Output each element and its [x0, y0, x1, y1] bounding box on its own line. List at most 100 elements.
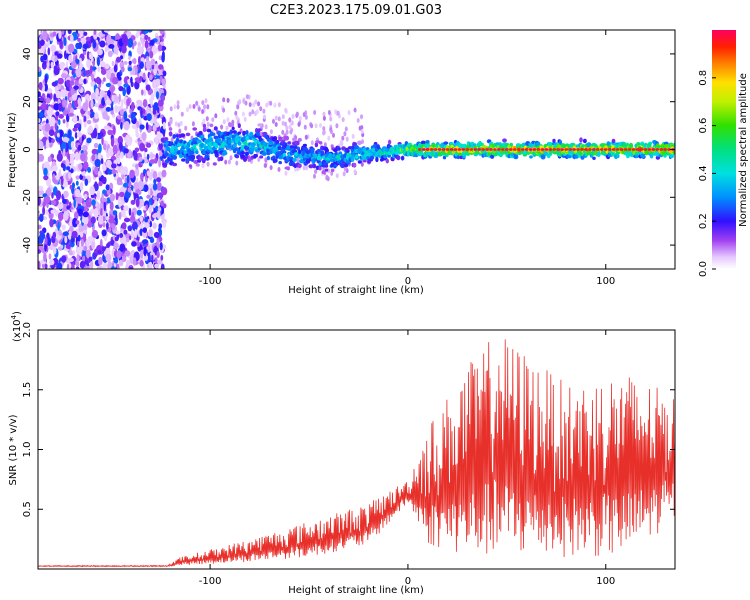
heatmap-cell	[101, 164, 107, 172]
heatmap-cell	[276, 151, 281, 156]
heatmap-cell	[289, 129, 293, 135]
heatmap-cell	[73, 85, 79, 90]
heatmap-cell	[132, 57, 137, 65]
heatmap-cell	[353, 169, 357, 175]
heatmap-cell	[245, 94, 249, 100]
heatmap-cell	[226, 97, 230, 103]
heatmap-cell	[160, 200, 165, 207]
heatmap-cell	[118, 259, 124, 267]
heatmap-cell	[191, 154, 196, 160]
y-tick-label: 1.5	[22, 382, 33, 398]
heatmap-cell	[44, 236, 48, 245]
heatmap-cell	[673, 142, 675, 146]
heatmap-cell	[179, 139, 184, 144]
heatmap-cell	[202, 123, 207, 129]
heatmap-cell	[291, 114, 295, 119]
heatmap-cell	[330, 170, 334, 176]
heatmap-cell	[140, 33, 145, 39]
heatmap-cell	[281, 150, 287, 154]
heatmap-cell	[152, 170, 158, 180]
heatmap-cell	[86, 138, 92, 144]
heatmap-cell	[345, 136, 349, 142]
heatmap-cell	[341, 117, 345, 123]
heatmap-cell	[161, 169, 167, 178]
heatmap-cell	[327, 135, 331, 141]
heatmap-cell	[211, 117, 215, 123]
heatmap-cell	[39, 213, 44, 222]
heatmap-cell	[310, 123, 314, 129]
heatmap-cell	[104, 63, 110, 70]
heatmap-cell	[556, 148, 561, 151]
heatmap-cell	[149, 159, 156, 164]
heatmap-cell	[583, 138, 587, 144]
heatmap-cell	[44, 195, 51, 204]
chart-title: C2E3.2023.175.09.01.G03	[270, 3, 442, 18]
heatmap-cell	[39, 39, 45, 46]
heatmap-cell	[118, 93, 121, 103]
heatmap-cell	[113, 44, 118, 55]
heatmap-cell	[263, 163, 268, 168]
heatmap-cell	[269, 100, 273, 106]
heatmap-cell	[152, 222, 157, 230]
heatmap-cell	[351, 133, 355, 139]
heatmap-cell	[145, 60, 152, 70]
heatmap-cell	[90, 216, 96, 224]
heatmap-cell	[121, 222, 127, 230]
heatmap-cell	[649, 153, 654, 159]
heatmap-cell	[253, 154, 257, 159]
heatmap-cell	[77, 33, 80, 38]
heatmap-cell	[332, 132, 335, 138]
heatmap-cell	[635, 154, 639, 159]
heatmap-cell	[79, 263, 84, 269]
heatmap-cell	[121, 256, 127, 262]
heatmap-cell	[148, 229, 153, 238]
heatmap-cell	[104, 46, 108, 53]
heatmap-cell	[465, 148, 470, 151]
heatmap-cell	[69, 184, 73, 190]
heatmap-cell	[376, 144, 380, 150]
heatmap-cell	[112, 77, 119, 85]
heatmap-cell	[288, 117, 292, 123]
heatmap-cell	[143, 89, 147, 97]
heatmap-cell	[123, 111, 128, 121]
heatmap-cell	[104, 93, 107, 102]
heatmap-cell	[47, 237, 52, 247]
colorbar: 0.0 0.2 0.4 0.6 0.8 Normalized spectral ampl…	[698, 30, 749, 277]
heatmap-cell	[70, 88, 75, 95]
heatmap-cell	[141, 131, 147, 141]
heatmap-cell	[142, 239, 149, 245]
heatmap-cell	[83, 78, 87, 84]
heatmap-cell	[105, 216, 110, 221]
heatmap-cell	[293, 145, 298, 150]
heatmap-cell	[83, 193, 88, 200]
heatmap-cell	[42, 201, 46, 208]
heatmap-cell	[147, 244, 151, 253]
heatmap-cell	[71, 263, 75, 269]
heatmap-cell	[306, 154, 310, 159]
heatmap-cell	[367, 149, 371, 154]
heatmap-cell	[62, 99, 68, 107]
heatmap-cell	[144, 216, 149, 223]
heatmap-cell	[289, 145, 295, 149]
heatmap-cell	[161, 78, 166, 86]
heatmap-cell	[252, 102, 256, 108]
heatmap-cell	[160, 254, 164, 261]
heatmap-cell	[97, 170, 102, 177]
heatmap-cell	[85, 113, 91, 120]
heatmap-cell	[285, 129, 289, 135]
heatmap-cell	[139, 124, 145, 130]
heatmap-cell	[212, 162, 217, 166]
spectrogram-panel: -100 0 100 -40 -20 0 20 40 Height of straight l…	[7, 29, 676, 296]
heatmap-cell	[344, 126, 348, 132]
heatmap-cell	[71, 182, 75, 190]
heatmap-cell	[130, 230, 134, 239]
heatmap-cell	[62, 148, 66, 157]
heatmap-cell	[169, 157, 173, 162]
snr-panel: -100 0 100 0.5 1.0 1.5 2.0 Height of straight …	[8, 311, 676, 596]
heatmap-cell	[105, 184, 110, 191]
heatmap-cell	[225, 125, 229, 131]
heatmap-cell	[524, 148, 529, 151]
heatmap-cell	[120, 98, 124, 109]
heatmap-cell	[295, 111, 299, 117]
heatmap-cell	[127, 226, 132, 232]
